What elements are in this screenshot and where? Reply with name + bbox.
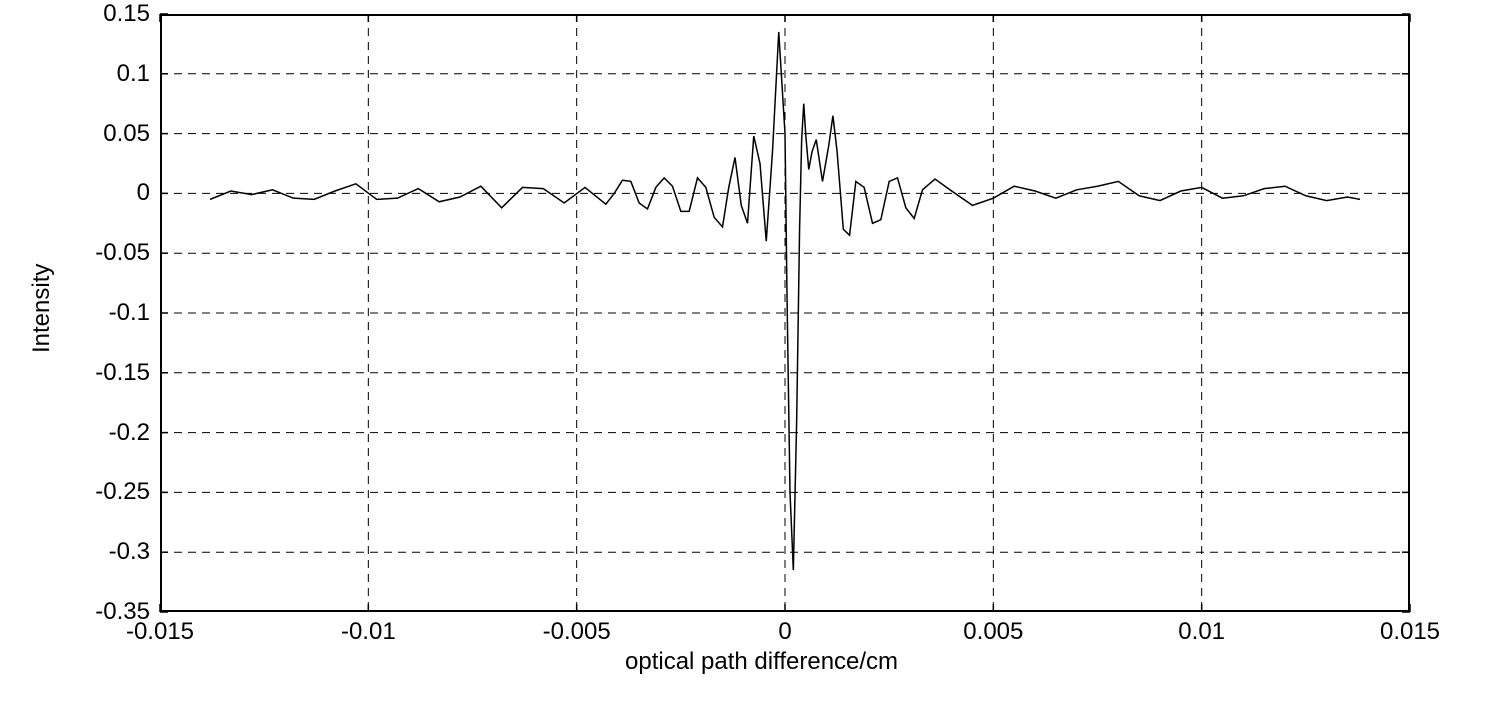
y-tick-label: 0.1 xyxy=(117,60,150,88)
y-tick-label: -0.05 xyxy=(95,239,150,267)
x-tick-label: 0 xyxy=(735,618,835,646)
x-tick-label: 0.005 xyxy=(943,618,1043,646)
x-tick-label: -0.01 xyxy=(318,618,418,646)
x-tick-label: 0.015 xyxy=(1360,618,1460,646)
y-tick-label: -0.3 xyxy=(109,538,150,566)
y-tick-label: -0.1 xyxy=(109,299,150,327)
y-tick-label: -0.15 xyxy=(95,359,150,387)
y-tick-label: -0.2 xyxy=(109,419,150,447)
x-tick-label: -0.015 xyxy=(110,618,210,646)
y-axis-label: Intensity xyxy=(28,273,56,353)
y-tick-label: 0 xyxy=(137,179,150,207)
x-axis-label: optical path difference/cm xyxy=(625,648,898,676)
chart-container: Intensity optical path difference/cm -0.… xyxy=(0,0,1496,701)
x-tick-label: -0.005 xyxy=(527,618,627,646)
y-tick-label: 0.05 xyxy=(103,120,150,148)
x-tick-label: 0.01 xyxy=(1152,618,1252,646)
plot-area xyxy=(160,14,1410,612)
y-tick-label: 0.15 xyxy=(103,0,150,28)
y-tick-label: -0.25 xyxy=(95,478,150,506)
